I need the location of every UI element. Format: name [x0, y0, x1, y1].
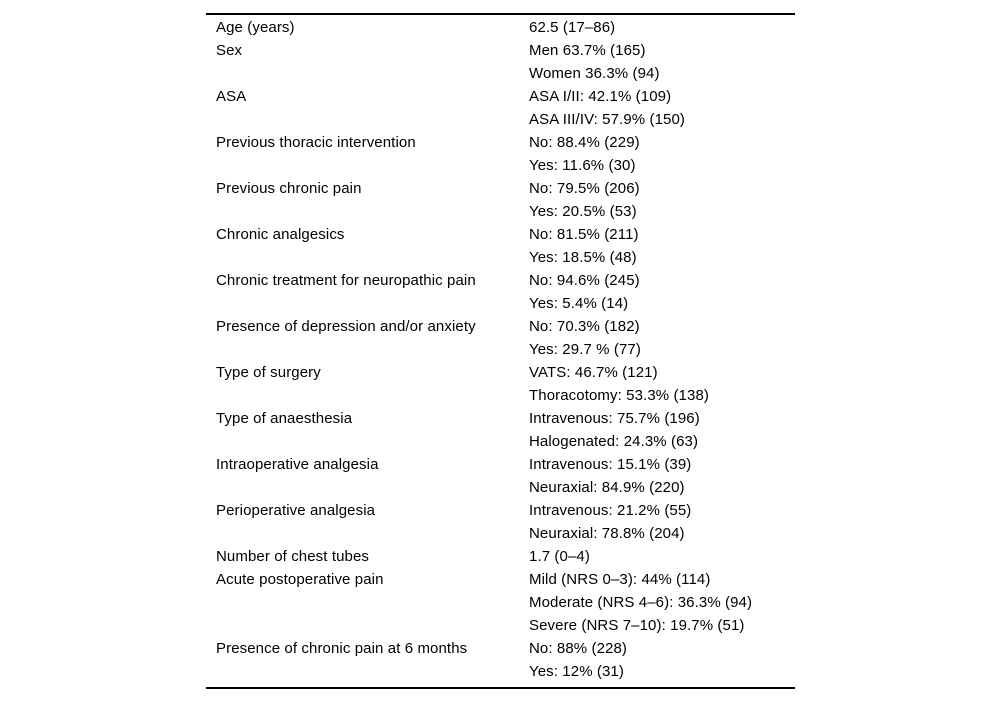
characteristics-table-body: Age (years) 62.5 (17–86) Sex Men 63.7% (165… [206, 15, 795, 687]
value-line: Halogenated: 24.3% (63) [529, 433, 699, 450]
patient-characteristics-table: Age (years) 62.5 (17–86) Sex Men 63.7% (165… [206, 13, 795, 689]
table-row: Age (years) 62.5 (17–86) [206, 16, 795, 39]
row-values: 1.7 (0–4) [529, 545, 795, 568]
row-values: Intravenous: 15.1% (39) Neuraxial: 84.9% … [529, 453, 795, 499]
value-line: Moderate (NRS 4–6): 36.3% (94) [529, 594, 753, 611]
row-values: 62.5 (17–86) [529, 16, 795, 39]
value-line: No: 88% (228) [529, 640, 628, 657]
value-line: Yes: 29.7 % (77) [529, 341, 641, 358]
row-label: Number of chest tubes [216, 548, 370, 565]
table-row: Type of surgery VATS: 46.7% (121) Thoracot… [206, 361, 795, 407]
value-line: Yes: 18.5% (48) [529, 249, 637, 266]
value-line: Intravenous: 15.1% (39) [529, 456, 692, 473]
row-label: Chronic analgesics [216, 226, 345, 243]
row-label: Sex [216, 42, 243, 59]
value-line: Severe (NRS 7–10): 19.7% (51) [529, 617, 745, 634]
row-label: Chronic treatment for neuropathic pain [216, 272, 476, 289]
value-line: Thoracotomy: 53.3% (138) [529, 387, 709, 404]
table-row: Perioperative analgesia Intravenous: 21.2… [206, 499, 795, 545]
row-values: Mild (NRS 0–3): 44% (114) Moderate (NRS 4… [529, 568, 795, 637]
row-values: No: 81.5% (211) Yes: 18.5% (48) [529, 223, 795, 269]
value-line: Neuraxial: 84.9% (220) [529, 479, 685, 496]
table-row: Chronic treatment for neuropathic pain No… [206, 269, 795, 315]
value-line: 1.7 (0–4) [529, 548, 590, 565]
row-label: Previous thoracic intervention [216, 134, 416, 151]
row-label: Type of anaesthesia [216, 410, 353, 427]
value-line: No: 88.4% (229) [529, 134, 640, 151]
row-values: No: 94.6% (245) Yes: 5.4% (14) [529, 269, 795, 315]
value-line: Yes: 20.5% (53) [529, 203, 637, 220]
table-row: Type of anaesthesia Intravenous: 75.7% (1… [206, 407, 795, 453]
table-top-rule [206, 13, 795, 15]
table-row: Sex Men 63.7% (165) Women 36.3% (94) [206, 39, 795, 85]
value-line: No: 81.5% (211) [529, 226, 639, 243]
row-label: ASA [216, 88, 247, 105]
table-row: Presence of depression and/or anxiety No:… [206, 315, 795, 361]
row-label: Intraoperative analgesia [216, 456, 379, 473]
table-row: Number of chest tubes 1.7 (0–4) [206, 545, 795, 568]
row-label: Acute postoperative pain [216, 571, 384, 588]
table-row: ASA ASA I/II: 42.1% (109) ASA III/IV: 57.9… [206, 85, 795, 131]
row-values: VATS: 46.7% (121) Thoracotomy: 53.3% (138… [529, 361, 795, 407]
value-line: Yes: 5.4% (14) [529, 295, 629, 312]
row-values: No: 79.5% (206) Yes: 20.5% (53) [529, 177, 795, 223]
row-values: ASA I/II: 42.1% (109) ASA III/IV: 57.9% (… [529, 85, 795, 131]
row-values: No: 88% (228) Yes: 12% (31) [529, 637, 795, 683]
row-values: Intravenous: 21.2% (55) Neuraxial: 78.8% … [529, 499, 795, 545]
row-label: Previous chronic pain [216, 180, 362, 197]
table-bottom-rule [206, 687, 795, 689]
row-label: Age (years) [216, 19, 295, 36]
table-row: Chronic analgesics No: 81.5% (211) Yes: 18… [206, 223, 795, 269]
value-line: No: 79.5% (206) [529, 180, 640, 197]
value-line: ASA I/II: 42.1% (109) [529, 88, 672, 105]
row-values: No: 88.4% (229) Yes: 11.6% (30) [529, 131, 795, 177]
row-values: Intravenous: 75.7% (196) Halogenated: 24.… [529, 407, 795, 453]
value-line: Men 63.7% (165) [529, 42, 646, 59]
row-label: Presence of chronic pain at 6 months [216, 640, 468, 657]
row-label: Perioperative analgesia [216, 502, 376, 519]
value-line: Yes: 11.6% (30) [529, 157, 636, 174]
value-line: Neuraxial: 78.8% (204) [529, 525, 685, 542]
value-line: No: 70.3% (182) [529, 318, 640, 335]
table-row: Acute postoperative pain Mild (NRS 0–3): … [206, 568, 795, 637]
row-values: Men 63.7% (165) Women 36.3% (94) [529, 39, 795, 85]
value-line: Intravenous: 21.2% (55) [529, 502, 692, 519]
table-row: Presence of chronic pain at 6 months No: … [206, 637, 795, 683]
value-line: Yes: 12% (31) [529, 663, 624, 680]
value-line: Intravenous: 75.7% (196) [529, 410, 700, 427]
row-label: Presence of depression and/or anxiety [216, 318, 476, 335]
table-row: Previous thoracic intervention No: 88.4% … [206, 131, 795, 177]
row-label: Type of surgery [216, 364, 321, 381]
table-row: Intraoperative analgesia Intravenous: 15.… [206, 453, 795, 499]
value-line: Mild (NRS 0–3): 44% (114) [529, 571, 711, 588]
value-line: VATS: 46.7% (121) [529, 364, 658, 381]
value-line: Women 36.3% (94) [529, 65, 660, 82]
value-line: No: 94.6% (245) [529, 272, 640, 289]
value-line: 62.5 (17–86) [529, 19, 616, 36]
value-line: ASA III/IV: 57.9% (150) [529, 111, 685, 128]
row-values: No: 70.3% (182) Yes: 29.7 % (77) [529, 315, 795, 361]
table-row: Previous chronic pain No: 79.5% (206) Yes:… [206, 177, 795, 223]
